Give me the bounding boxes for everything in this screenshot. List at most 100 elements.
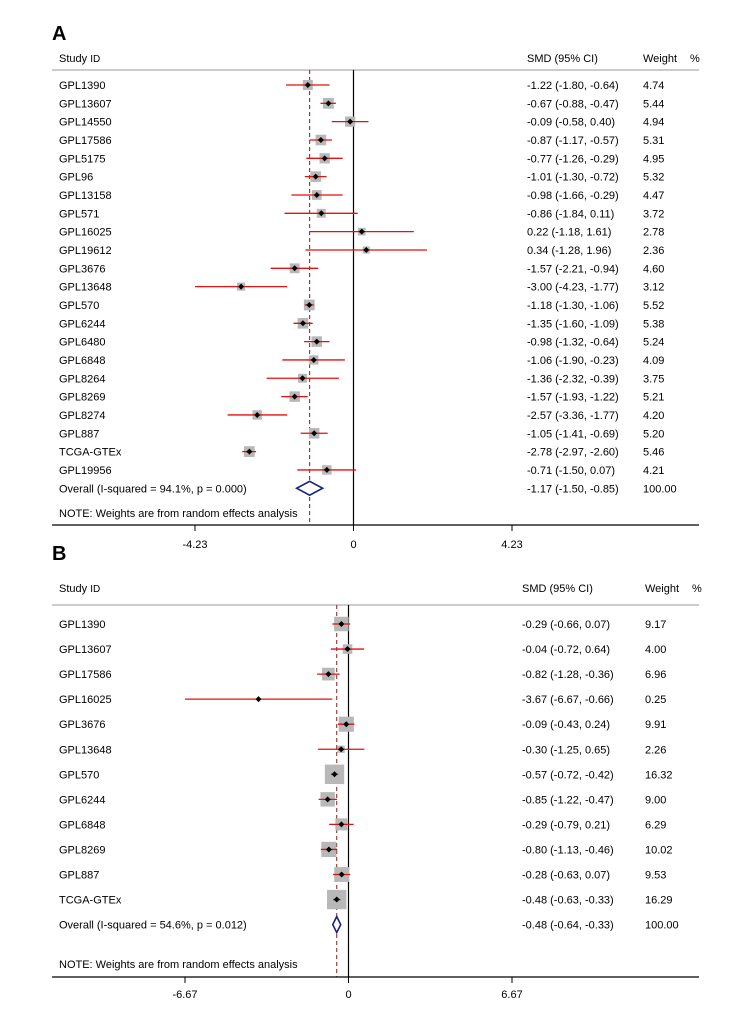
weight-value: 9.17 — [645, 619, 666, 631]
study-row: GPL17586 -0.87 (-1.17, -0.57) 5.31 — [59, 134, 664, 147]
study-label: GPL6244 — [59, 318, 105, 330]
smd-ci-value: -1.57 (-1.93, -1.22) — [527, 392, 619, 404]
weight-value: 16.32 — [645, 769, 673, 781]
smd-ci-value: -1.57 (-2.21, -0.94) — [527, 263, 619, 275]
panel-label: B — [52, 543, 66, 565]
study-row: GPL887 -1.05 (-1.41, -0.69) 5.20 — [59, 428, 664, 440]
study-row: GPL13607 -0.67 (-0.88, -0.47) 5.44 — [59, 97, 664, 110]
smd-ci-value: -1.36 (-2.32, -0.39) — [527, 373, 619, 385]
point-estimate — [325, 671, 332, 678]
header-percent: % — [690, 53, 700, 65]
header-study-id: Study ID — [59, 583, 100, 595]
study-label: GPL14550 — [59, 117, 112, 129]
point-estimate — [311, 430, 318, 437]
point-estimate — [347, 118, 354, 125]
x-tick-label: 0 — [345, 989, 351, 1001]
study-label: GPL571 — [59, 208, 99, 220]
point-estimate — [299, 375, 306, 382]
point-estimate — [333, 896, 340, 903]
study-label: GPL13648 — [59, 744, 112, 756]
weight-value: 16.29 — [645, 895, 673, 907]
study-row: GPL19612 0.34 (-1.28, 1.96) 2.36 — [59, 245, 664, 257]
x-tick-label: 0 — [350, 539, 356, 551]
study-label: GPL3676 — [59, 719, 105, 731]
weight-value: 4.60 — [643, 263, 664, 275]
weight-value: 5.46 — [643, 447, 664, 459]
smd-ci-value: -0.48 (-0.63, -0.33) — [522, 895, 614, 907]
study-row: GPL3676 -1.57 (-2.21, -0.94) 4.60 — [59, 263, 664, 275]
study-label: GPL13607 — [59, 98, 112, 110]
study-row: GPL14550 -0.09 (-0.58, 0.40) 4.94 — [59, 116, 664, 129]
point-estimate — [325, 846, 332, 853]
study-row: GPL1390 -1.22 (-1.80, -0.64) 4.74 — [59, 79, 664, 92]
study-row: GPL6244 -1.35 (-1.60, -1.09) 5.38 — [59, 317, 664, 330]
smd-ci-value: -1.01 (-1.30, -0.72) — [527, 172, 619, 184]
study-label: GPL1390 — [59, 619, 105, 631]
header-weight: Weight — [643, 53, 677, 65]
study-row: GPL17586 -0.82 (-1.28, -0.36) 6.96 — [59, 667, 666, 681]
smd-ci-value: -1.22 (-1.80, -0.64) — [527, 80, 619, 92]
study-label: GPL13648 — [59, 282, 112, 294]
study-label: GPL887 — [59, 870, 99, 882]
weight-value: 3.12 — [643, 282, 664, 294]
study-row: GPL6244 -0.85 (-1.22, -0.47) 9.00 — [59, 792, 666, 807]
x-tick-label: 4.23 — [501, 539, 522, 551]
study-row: GPL6480 -0.98 (-1.32, -0.64) 5.24 — [59, 336, 664, 349]
study-row: GPL570 -0.57 (-0.72, -0.42) 16.32 — [59, 764, 673, 784]
point-estimate — [338, 871, 345, 878]
study-row: GPL6848 -0.29 (-0.79, 0.21) 6.29 — [59, 818, 666, 831]
point-estimate — [358, 228, 365, 235]
weight-value: 5.21 — [643, 392, 664, 404]
study-row: GPL571 -0.86 (-1.84, 0.11) 3.72 — [59, 208, 664, 220]
weight-value: 4.47 — [643, 190, 664, 202]
study-row: GPL13607 -0.04 (-0.72, 0.64) 4.00 — [59, 644, 666, 656]
study-label: GPL13607 — [59, 644, 112, 656]
study-row: GPL13648 -0.30 (-1.25, 0.65) 2.26 — [59, 744, 666, 756]
smd-ci-value: -2.78 (-2.97, -2.60) — [527, 447, 619, 459]
overall-weight: 100.00 — [643, 483, 677, 495]
smd-ci-value: -0.04 (-0.72, 0.64) — [522, 644, 610, 656]
smd-ci-value: -3.67 (-6.67, -0.66) — [522, 694, 614, 706]
point-estimate — [254, 411, 261, 418]
study-row: GPL96 -1.01 (-1.30, -0.72) 5.32 — [59, 171, 664, 184]
study-row: GPL13158 -0.98 (-1.66, -0.29) 4.47 — [59, 190, 664, 202]
overall-smd-ci: -1.17 (-1.50, -0.85) — [527, 483, 619, 495]
weight-value: 5.38 — [643, 318, 664, 330]
forest-plot-panel-a: A Study ID SMD (95% CI) Weight % GPL1390 -1.22… — [52, 23, 700, 551]
smd-ci-value: -2.57 (-3.36, -1.77) — [527, 410, 619, 422]
study-label: GPL8269 — [59, 392, 105, 404]
smd-ci-value: -1.05 (-1.41, -0.69) — [527, 428, 619, 440]
weight-value: 4.00 — [645, 644, 666, 656]
weight-value: 5.31 — [643, 135, 664, 147]
study-row: TCGA-GTEx -0.48 (-0.63, -0.33) 16.29 — [59, 889, 673, 910]
point-estimate — [363, 246, 370, 253]
point-estimate — [312, 173, 319, 180]
study-label: GPL16025 — [59, 227, 112, 239]
overall-smd-ci: -0.48 (-0.64, -0.33) — [522, 920, 614, 932]
overall-diamond — [294, 480, 325, 497]
study-row: GPL5175 -0.77 (-1.26, -0.29) 4.95 — [59, 153, 664, 165]
smd-ci-value: -0.82 (-1.28, -0.36) — [522, 669, 614, 681]
study-row: GPL8274 -2.57 (-3.36, -1.77) 4.20 — [59, 410, 664, 422]
smd-ci-value: -1.18 (-1.30, -1.06) — [527, 300, 619, 312]
study-row: TCGA-GTEx -2.78 (-2.97, -2.60) 5.46 — [59, 446, 664, 459]
study-label: GPL570 — [59, 769, 99, 781]
x-tick-label: -6.67 — [172, 989, 197, 1001]
study-label: GPL8274 — [59, 410, 105, 422]
weight-value: 5.52 — [643, 300, 664, 312]
study-label: GPL1390 — [59, 80, 105, 92]
study-row: GPL6848 -1.06 (-1.90, -0.23) 4.09 — [59, 355, 664, 367]
weight-value: 2.78 — [643, 227, 664, 239]
point-estimate — [325, 100, 332, 107]
smd-ci-value: -0.30 (-1.25, 0.65) — [522, 744, 610, 756]
study-label: GPL887 — [59, 428, 99, 440]
study-row: GPL13648 -3.00 (-4.23, -1.77) 3.12 — [59, 282, 664, 294]
study-row: GPL887 -0.28 (-0.63, 0.07) 9.53 — [59, 867, 666, 882]
header-weight: Weight — [645, 583, 679, 595]
weight-value: 9.53 — [645, 870, 666, 882]
point-estimate — [318, 210, 325, 217]
weight-value: 9.91 — [645, 719, 666, 731]
study-label: GPL3676 — [59, 263, 105, 275]
point-estimate — [343, 721, 350, 728]
